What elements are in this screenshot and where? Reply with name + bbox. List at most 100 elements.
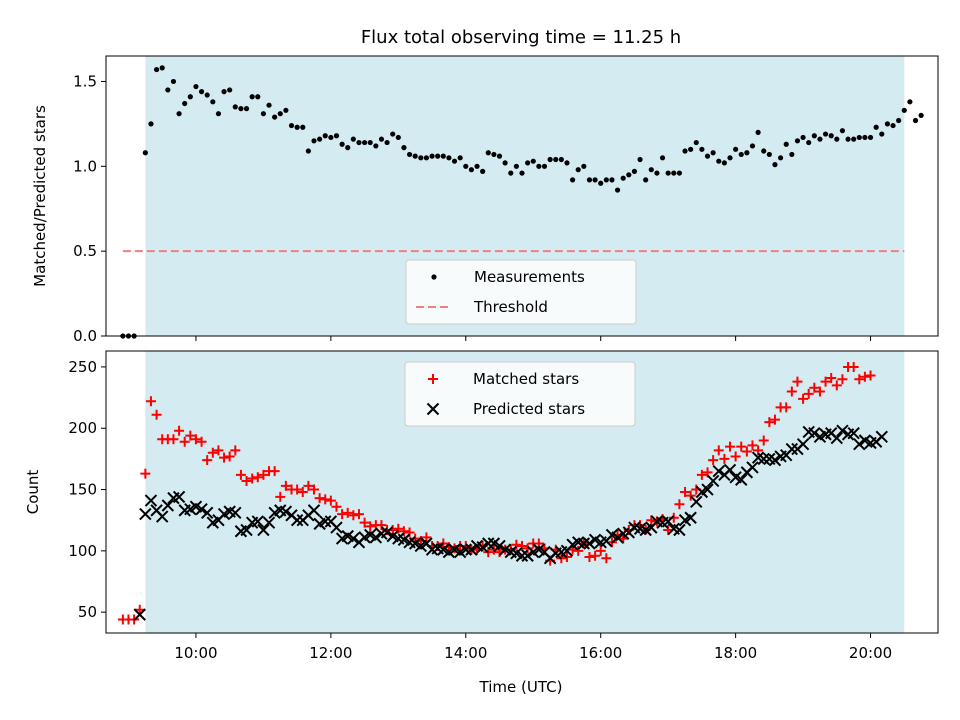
measurements-point-60 bbox=[463, 163, 469, 169]
x-tick-label-0: 10:00 bbox=[174, 644, 217, 662]
x-axis-label: Time (UTC) bbox=[479, 678, 563, 696]
predicted-stars-point-118 bbox=[796, 437, 810, 451]
matched-stars-point-35 bbox=[314, 493, 325, 504]
matched-stars-point-20 bbox=[230, 445, 241, 456]
predicted-stars-point-7 bbox=[172, 490, 186, 504]
measurements-point-16 bbox=[215, 111, 222, 117]
bottom-legend: Matched stars Predicted stars bbox=[404, 361, 636, 427]
predicted-stars-point-61 bbox=[476, 540, 489, 554]
matched-stars-point-109 bbox=[730, 451, 741, 462]
measurements-point-45 bbox=[378, 136, 385, 142]
measurements-point-22 bbox=[249, 94, 255, 100]
predicted-stars-point-0 bbox=[133, 608, 146, 621]
matched-stars-point-81 bbox=[573, 545, 584, 556]
measurements-point-19 bbox=[232, 104, 238, 110]
measurements-point-63 bbox=[480, 168, 486, 174]
matched-stars-point-120 bbox=[792, 376, 803, 387]
measurements-point-53 bbox=[423, 155, 430, 161]
matched-stars-point-13 bbox=[190, 434, 201, 445]
measurements-point-58 bbox=[451, 158, 458, 164]
top-y-tick-label-3: 1.5 bbox=[73, 72, 97, 90]
predicted-stars-point-102 bbox=[706, 474, 720, 488]
measurements-point-80 bbox=[575, 167, 581, 173]
measurements-point-27 bbox=[277, 111, 283, 117]
top-legend: Measurements Threshold bbox=[405, 259, 637, 325]
predicted-stars-point-31 bbox=[307, 504, 321, 517]
matched-stars-point-112 bbox=[747, 440, 758, 451]
measurements-point-139 bbox=[907, 99, 913, 105]
top-y-tick-label-1: 0.5 bbox=[73, 242, 97, 260]
matched-stars-point-111 bbox=[741, 446, 752, 457]
x-tick-label-4: 18:00 bbox=[714, 644, 757, 662]
matched-stars-point-123 bbox=[809, 382, 820, 393]
predicted-stars-point-85 bbox=[611, 531, 624, 544]
measurements-point-47 bbox=[390, 131, 396, 137]
measurements-point-133 bbox=[873, 124, 879, 130]
measurements-point-61 bbox=[468, 167, 475, 173]
measurements-point-7 bbox=[165, 87, 171, 93]
matched-stars-point-27 bbox=[269, 466, 280, 477]
matched-stars-point-36 bbox=[320, 494, 331, 505]
measurements-point-120 bbox=[800, 134, 806, 141]
measurements-point-42 bbox=[361, 139, 368, 146]
legend-label-predicted-stars: Predicted stars bbox=[473, 400, 585, 418]
measurements-point-128 bbox=[845, 136, 851, 142]
predicted-stars-point-5 bbox=[161, 499, 175, 512]
measurements-point-87 bbox=[614, 187, 621, 193]
matched-stars-point-116 bbox=[769, 414, 780, 425]
matched-stars-point-124 bbox=[814, 386, 825, 397]
matched-stars-point-42 bbox=[353, 509, 364, 520]
predicted-stars-point-103 bbox=[712, 464, 725, 478]
predicted-stars-point-19 bbox=[240, 523, 253, 537]
predicted-stars-point-79 bbox=[577, 537, 591, 550]
top-y-tick-label-0: 0.0 bbox=[73, 327, 97, 345]
measurements-point-74 bbox=[541, 163, 548, 169]
measurements-point-109 bbox=[738, 151, 744, 158]
bottom-panel-star-counts: 50 100 150 200 250 10:00 12:00 14:00 16:00 18:00 2… bbox=[24, 350, 939, 662]
measurements-point-71 bbox=[525, 160, 531, 166]
measurements-point-40 bbox=[350, 136, 356, 142]
measurements-point-118 bbox=[789, 151, 795, 158]
bottom-y-tick-label-4: 250 bbox=[68, 358, 97, 376]
matched-stars-point-15 bbox=[202, 455, 213, 466]
legend-label-threshold: Threshold bbox=[473, 298, 548, 316]
predicted-stars-point-11 bbox=[195, 502, 208, 516]
matched-stars-point-122 bbox=[803, 388, 814, 399]
matched-stars-point-10 bbox=[174, 425, 185, 436]
measurements-point-70 bbox=[519, 170, 525, 176]
predicted-stars-point-12 bbox=[200, 506, 214, 520]
predicted-stars-point-69 bbox=[521, 549, 534, 562]
measurements-point-29 bbox=[288, 122, 295, 129]
measurements-point-91 bbox=[637, 156, 643, 163]
matched-stars-point-118 bbox=[781, 402, 792, 413]
matched-stars-point-105 bbox=[708, 455, 719, 466]
matched-stars-point-18 bbox=[219, 452, 230, 463]
measurements-point-103 bbox=[704, 153, 711, 159]
measurements-point-44 bbox=[373, 143, 379, 149]
matched-stars-point-51 bbox=[404, 527, 415, 538]
measurements-point-127 bbox=[839, 128, 846, 134]
measurements-point-56 bbox=[440, 153, 446, 159]
measurements-series bbox=[120, 65, 924, 339]
matched-stars-point-40 bbox=[342, 507, 353, 518]
measurements-point-65 bbox=[491, 151, 497, 158]
measurements-point-13 bbox=[198, 89, 205, 95]
matched-stars-point-128 bbox=[837, 374, 848, 385]
matched-stars-point-114 bbox=[758, 435, 769, 446]
measurements-point-50 bbox=[406, 151, 413, 158]
measurements-point-134 bbox=[879, 131, 885, 137]
measurements-point-93 bbox=[648, 167, 654, 173]
measurements-point-101 bbox=[693, 139, 699, 146]
measurements-point-9 bbox=[176, 111, 182, 117]
predicted-stars-point-105 bbox=[723, 463, 737, 477]
matched-stars-point-43 bbox=[359, 517, 370, 528]
bottom-y-axis-label: Count bbox=[24, 470, 42, 515]
measurements-point-23 bbox=[255, 94, 261, 100]
measurements-point-12 bbox=[193, 83, 199, 90]
predicted-stars-point-116 bbox=[785, 442, 799, 456]
measurements-point-89 bbox=[626, 172, 632, 178]
measurements-point-111 bbox=[749, 143, 756, 149]
matched-stars-point-125 bbox=[820, 376, 831, 387]
measurements-point-8 bbox=[170, 78, 177, 85]
bottom-y-tick-label-0: 50 bbox=[78, 603, 97, 621]
